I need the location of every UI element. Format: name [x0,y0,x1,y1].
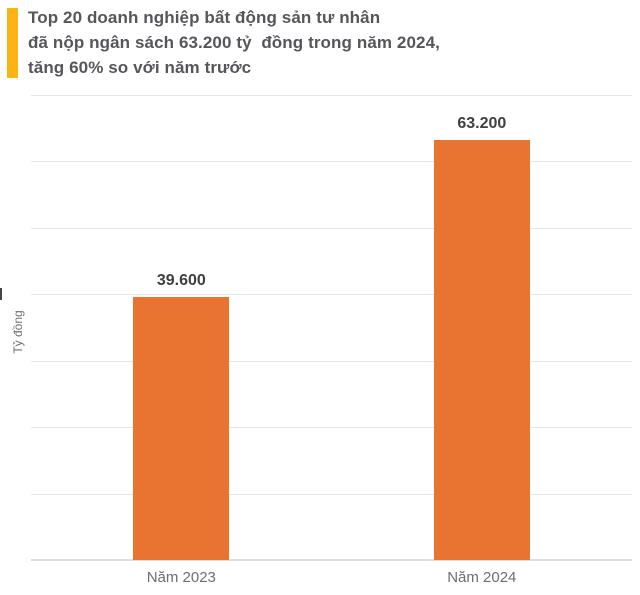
chart-title: Top 20 doanh nghiệp bất động sản tư nhân… [28,5,440,80]
gridline [31,161,632,163]
bar-năm-2024[interactable] [433,140,530,560]
gridline [31,360,632,362]
gridline [31,294,632,296]
bar-value-label: 39.600 [156,271,206,289]
gridline [31,493,632,495]
gridline [31,427,632,429]
x-tick-label: Năm 2023 [146,569,216,586]
chart-title-line-2: đã nộp ngân sách 63.200 tỷ đồng trong nă… [28,33,440,52]
title-accent-bar [7,8,18,78]
x-axis-baseline [31,559,632,561]
gridline [31,227,632,229]
y-axis-tick [0,288,2,300]
chart-title-line-1: Top 20 doanh nghiệp bất động sản tư nhân [28,8,381,27]
y-axis-label: Tỷ đồng [11,310,25,354]
chart-title-line-3: tăng 60% so với năm trước [28,58,252,77]
gridline [31,95,632,96]
bar-năm-2023[interactable] [133,296,230,560]
bar-value-label: 63.200 [457,115,507,133]
x-tick-label: Năm 2024 [447,569,517,586]
